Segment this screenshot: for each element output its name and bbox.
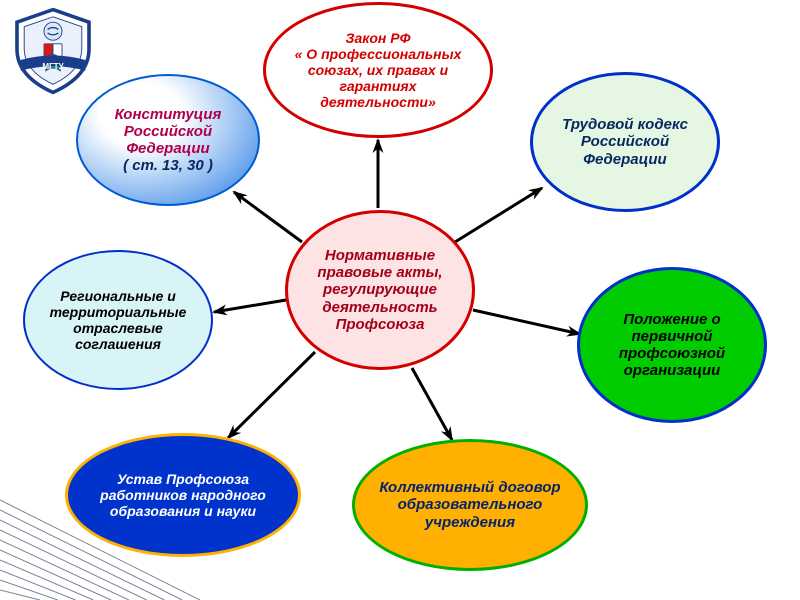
node-constitution-line: Конституция bbox=[115, 106, 222, 123]
center-node: Нормативныеправовые акты,регулирующиедея… bbox=[285, 210, 475, 370]
center-node-line: Нормативные bbox=[317, 247, 442, 264]
node-law-rf-line: « О профессиональных bbox=[295, 46, 462, 62]
node-regional-line: Региональные и bbox=[50, 288, 187, 304]
node-labor-code: Трудовой кодексРоссийскойФедерации bbox=[530, 72, 720, 212]
node-charter-line: Устав Профсоюза bbox=[100, 471, 266, 487]
node-constitution: КонституцияРоссийскойФедерации( ст. 13, … bbox=[76, 74, 260, 206]
node-regional-line: территориальные bbox=[50, 304, 187, 320]
node-collective-line: образовательного bbox=[379, 496, 560, 513]
node-law-rf: Закон РФ« О профессиональныхсоюзах, их п… bbox=[263, 2, 493, 138]
center-node-line: деятельность bbox=[317, 299, 442, 316]
node-regional-line: соглашения bbox=[50, 336, 187, 352]
node-collective-text: Коллективный договоробразовательногоучре… bbox=[379, 479, 560, 531]
node-law-rf-text: Закон РФ« О профессиональныхсоюзах, их п… bbox=[295, 30, 462, 110]
node-collective-line: Коллективный договор bbox=[379, 479, 560, 496]
node-position: Положение опервичнойпрофсоюзнойорганизац… bbox=[577, 267, 767, 423]
node-constitution-line: Российской bbox=[115, 123, 222, 140]
node-collective-line: учреждения bbox=[379, 514, 560, 531]
node-labor-code-text: Трудовой кодексРоссийскойФедерации bbox=[562, 116, 688, 168]
center-node-text: Нормативныеправовые акты,регулирующиедея… bbox=[317, 247, 442, 333]
node-law-rf-line: гарантиях bbox=[295, 78, 462, 94]
node-law-rf-line: деятельности» bbox=[295, 94, 462, 110]
node-law-rf-line: союзах, их правах и bbox=[295, 62, 462, 78]
node-law-rf-line: Закон РФ bbox=[295, 30, 462, 46]
node-charter: Устав Профсоюзаработников народногообраз… bbox=[65, 433, 301, 557]
node-labor-code-line: Российской bbox=[562, 133, 688, 150]
node-position-line: организации bbox=[619, 362, 725, 379]
svg-text:МГТУ: МГТУ bbox=[42, 62, 64, 71]
node-position-line: Положение о bbox=[619, 311, 725, 328]
node-position-line: профсоюзной bbox=[619, 345, 725, 362]
node-regional-text: Региональные итерриториальныеотраслевыес… bbox=[50, 288, 187, 352]
node-collective: Коллективный договоробразовательногоучре… bbox=[352, 439, 588, 571]
node-constitution-line: Федерации bbox=[115, 140, 222, 157]
node-charter-line: работников народного bbox=[100, 487, 266, 503]
center-node-line: регулирующие bbox=[317, 281, 442, 298]
node-charter-text: Устав Профсоюзаработников народногообраз… bbox=[100, 471, 266, 519]
node-labor-code-line: Федерации bbox=[562, 151, 688, 168]
center-node-line: Профсоюза bbox=[317, 316, 442, 333]
node-regional: Региональные итерриториальныеотраслевыес… bbox=[23, 250, 213, 390]
node-constitution-subline: ( ст. 13, 30 ) bbox=[115, 157, 222, 174]
node-charter-line: образования и науки bbox=[100, 503, 266, 519]
node-labor-code-line: Трудовой кодекс bbox=[562, 116, 688, 133]
node-position-line: первичной bbox=[619, 328, 725, 345]
node-constitution-text: КонституцияРоссийскойФедерации( ст. 13, … bbox=[115, 106, 222, 175]
node-position-text: Положение опервичнойпрофсоюзнойорганизац… bbox=[619, 311, 725, 380]
node-regional-line: отраслевые bbox=[50, 320, 187, 336]
center-node-line: правовые акты, bbox=[317, 264, 442, 281]
diagram-stage: МГТУ Закон РФ« О профессиональныхсоюзах,… bbox=[0, 0, 800, 600]
university-logo: МГТУ bbox=[8, 6, 98, 96]
